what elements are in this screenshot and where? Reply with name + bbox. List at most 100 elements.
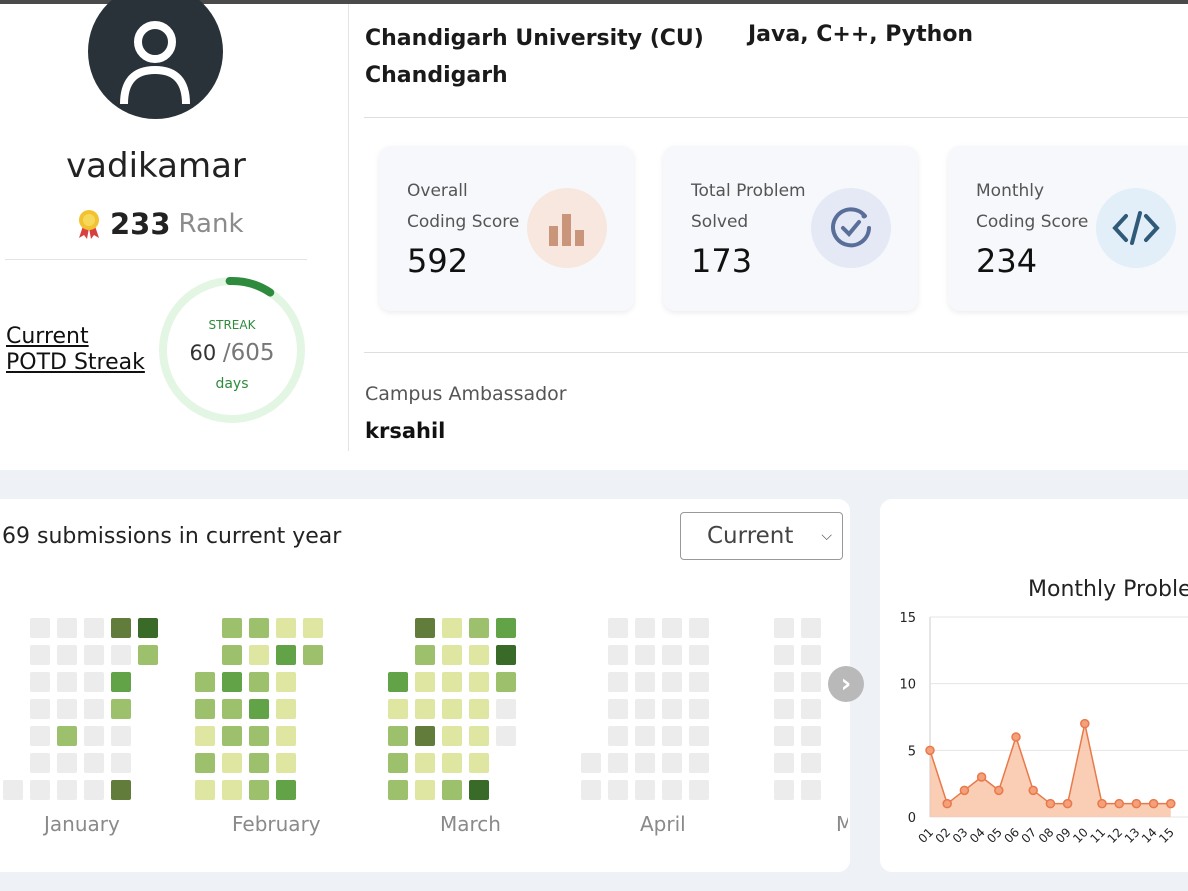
heatmap-cell[interactable] — [138, 618, 158, 638]
heatmap-cell[interactable] — [801, 753, 821, 773]
heatmap-cell[interactable] — [801, 645, 821, 665]
heatmap-cell[interactable] — [84, 726, 104, 746]
heatmap-cell[interactable] — [442, 753, 462, 773]
heatmap-cell[interactable] — [442, 645, 462, 665]
heatmap-cell[interactable] — [276, 672, 296, 692]
heatmap-cell[interactable] — [84, 699, 104, 719]
heatmap-cell[interactable] — [138, 645, 158, 665]
heatmap-cell[interactable] — [469, 618, 489, 638]
heatmap-cell[interactable] — [774, 645, 794, 665]
heatmap-cell[interactable] — [774, 699, 794, 719]
heatmap-cell[interactable] — [84, 753, 104, 773]
heatmap-cell[interactable] — [222, 645, 242, 665]
heatmap-cell[interactable] — [415, 672, 435, 692]
heatmap-cell[interactable] — [442, 699, 462, 719]
heatmap-cell[interactable] — [276, 753, 296, 773]
heatmap-cell[interactable] — [442, 726, 462, 746]
heatmap-cell[interactable] — [111, 780, 131, 800]
heatmap-cell[interactable] — [774, 753, 794, 773]
heatmap-cell[interactable] — [195, 753, 215, 773]
heatmap-cell[interactable] — [608, 780, 628, 800]
heatmap-cell[interactable] — [388, 672, 408, 692]
heatmap-cell[interactable] — [415, 699, 435, 719]
heatmap-cell[interactable] — [662, 672, 682, 692]
heatmap-cell[interactable] — [635, 672, 655, 692]
heatmap-cell[interactable] — [608, 645, 628, 665]
heatmap-cell[interactable] — [57, 618, 77, 638]
heatmap-cell[interactable] — [774, 726, 794, 746]
heatmap-cell[interactable] — [111, 618, 131, 638]
heatmap-cell[interactable] — [249, 618, 269, 638]
heatmap-cell[interactable] — [415, 780, 435, 800]
heatmap-cell[interactable] — [689, 645, 709, 665]
heatmap-cell[interactable] — [442, 780, 462, 800]
heatmap-cell[interactable] — [415, 645, 435, 665]
heatmap-cell[interactable] — [801, 672, 821, 692]
heatmap-cell[interactable] — [608, 726, 628, 746]
heatmap-cell[interactable] — [689, 753, 709, 773]
heatmap-cell[interactable] — [276, 780, 296, 800]
heatmap-cell[interactable] — [276, 699, 296, 719]
heatmap-cell[interactable] — [608, 753, 628, 773]
heatmap-cell[interactable] — [222, 753, 242, 773]
heatmap-cell[interactable] — [662, 753, 682, 773]
heatmap-cell[interactable] — [249, 726, 269, 746]
heatmap-cell[interactable] — [635, 726, 655, 746]
heatmap-cell[interactable] — [635, 699, 655, 719]
heatmap-cell[interactable] — [30, 780, 50, 800]
heatmap-cell[interactable] — [581, 780, 601, 800]
heatmap-cell[interactable] — [635, 780, 655, 800]
heatmap-cell[interactable] — [662, 645, 682, 665]
ambassador-name[interactable]: krsahil — [365, 419, 446, 443]
heatmap-cell[interactable] — [608, 618, 628, 638]
heatmap-cell[interactable] — [608, 699, 628, 719]
heatmap-cell[interactable] — [608, 672, 628, 692]
heatmap-cell[interactable] — [303, 645, 323, 665]
heatmap-cell[interactable] — [222, 672, 242, 692]
heatmap-cell[interactable] — [195, 699, 215, 719]
heatmap-cell[interactable] — [774, 780, 794, 800]
heatmap-cell[interactable] — [57, 726, 77, 746]
heatmap-cell[interactable] — [689, 726, 709, 746]
heatmap-cell[interactable] — [774, 672, 794, 692]
heatmap-cell[interactable] — [249, 699, 269, 719]
heatmap-cell[interactable] — [469, 780, 489, 800]
heatmap-cell[interactable] — [689, 672, 709, 692]
heatmap-cell[interactable] — [469, 726, 489, 746]
heatmap-cell[interactable] — [276, 618, 296, 638]
heatmap-cell[interactable] — [249, 753, 269, 773]
heatmap-cell[interactable] — [469, 753, 489, 773]
heatmap-cell[interactable] — [388, 780, 408, 800]
heatmap-cell[interactable] — [30, 672, 50, 692]
heatmap-cell[interactable] — [496, 672, 516, 692]
heatmap-cell[interactable] — [801, 699, 821, 719]
heatmap-cell[interactable] — [801, 726, 821, 746]
heatmap-cell[interactable] — [635, 645, 655, 665]
next-arrow-button[interactable]: › — [828, 666, 864, 702]
heatmap-cell[interactable] — [635, 618, 655, 638]
heatmap-cell[interactable] — [469, 645, 489, 665]
heatmap-cell[interactable] — [496, 618, 516, 638]
heatmap-cell[interactable] — [276, 645, 296, 665]
heatmap-cell[interactable] — [581, 753, 601, 773]
heatmap-cell[interactable] — [801, 780, 821, 800]
heatmap-cell[interactable] — [388, 753, 408, 773]
heatmap-cell[interactable] — [30, 753, 50, 773]
heatmap-cell[interactable] — [662, 726, 682, 746]
heatmap-cell[interactable] — [84, 672, 104, 692]
heatmap-cell[interactable] — [442, 618, 462, 638]
heatmap-cell[interactable] — [469, 699, 489, 719]
heatmap-cell[interactable] — [496, 726, 516, 746]
heatmap-cell[interactable] — [222, 726, 242, 746]
heatmap-cell[interactable] — [57, 672, 77, 692]
avatar[interactable] — [88, 0, 223, 119]
heatmap-cell[interactable] — [801, 618, 821, 638]
heatmap-cell[interactable] — [249, 672, 269, 692]
heatmap-cell[interactable] — [57, 645, 77, 665]
heatmap-cell[interactable] — [496, 699, 516, 719]
heatmap-cell[interactable] — [84, 780, 104, 800]
heatmap-cell[interactable] — [303, 618, 323, 638]
heatmap-cell[interactable] — [415, 753, 435, 773]
heatmap-cell[interactable] — [415, 726, 435, 746]
heatmap-cell[interactable] — [111, 753, 131, 773]
